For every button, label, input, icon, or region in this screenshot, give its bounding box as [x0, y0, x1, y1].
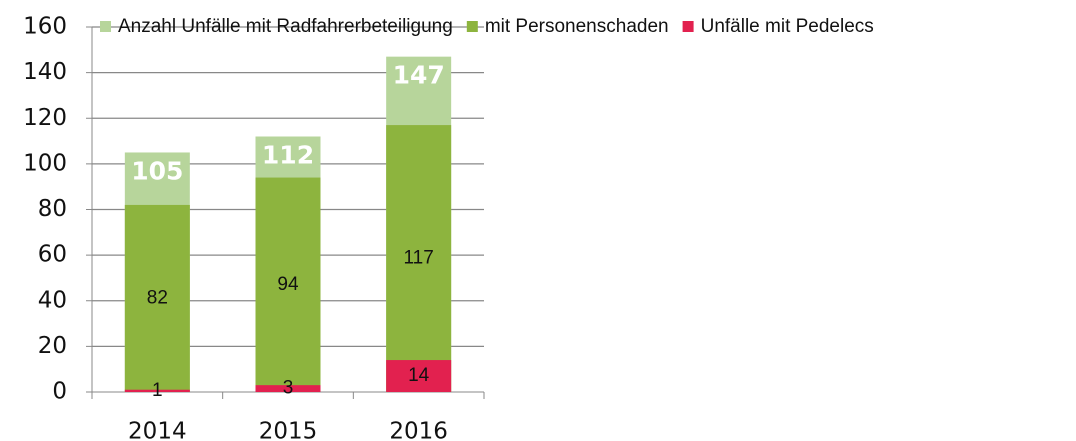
legend-label: Anzahl Unfälle mit Radfahrerbeteiligung [118, 16, 453, 37]
x-tick-label: 2015 [259, 419, 318, 441]
bar [255, 177, 321, 392]
bar [386, 125, 452, 392]
bar [124, 389, 190, 392]
legend-swatch [466, 21, 478, 32]
y-tick-label: 20 [38, 333, 67, 359]
y-tick-label: 40 [38, 287, 67, 313]
y-tick-label: 0 [52, 379, 67, 405]
x-tick-label: 2014 [128, 419, 187, 441]
data-label: 1 [152, 380, 163, 401]
y-tick-label: 120 [23, 105, 67, 131]
data-label: 117 [404, 248, 434, 269]
y-tick-label: 160 [23, 14, 67, 40]
data-label: 147 [393, 61, 445, 90]
legend-swatch [682, 21, 694, 32]
data-label: 105 [131, 156, 183, 185]
y-tick-label: 100 [23, 150, 67, 176]
bar [255, 385, 321, 392]
legend-swatch [100, 21, 111, 32]
y-tick-label: 80 [38, 196, 67, 222]
y-tick-label: 140 [23, 59, 67, 85]
data-label: 112 [262, 141, 314, 170]
bar [386, 360, 452, 392]
y-tick-label: 60 [38, 242, 67, 268]
bar [124, 204, 190, 392]
data-label: 3 [283, 378, 294, 399]
legend-label: mit Personenschaden [485, 16, 669, 37]
legend-label: Unfälle mit Pedelecs [701, 16, 874, 37]
data-label: 14 [408, 365, 430, 386]
data-label: 82 [147, 287, 168, 308]
x-tick-label: 2016 [389, 419, 448, 441]
data-label: 94 [277, 274, 299, 295]
